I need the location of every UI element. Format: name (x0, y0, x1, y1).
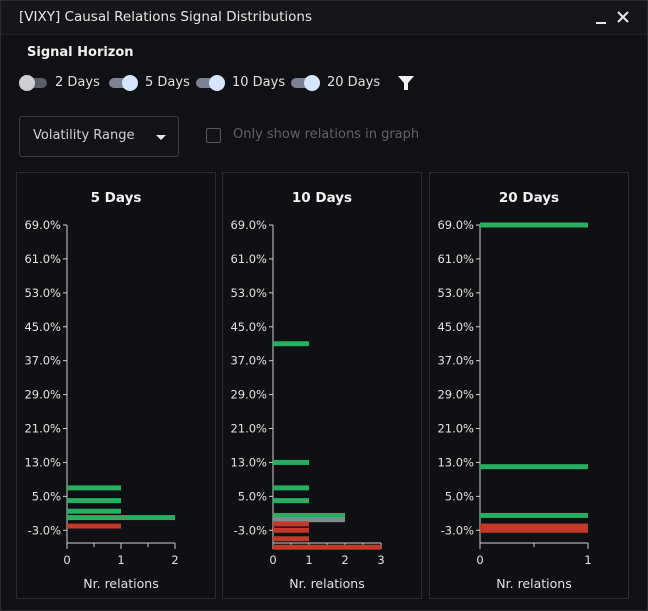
close-button[interactable] (613, 7, 633, 27)
volatility-range-select[interactable]: Volatility Range (19, 116, 179, 157)
chart-10-days: 69.0% 61.0% 53.0% 45.0% 37.0% 29.0% 21.0% 13.0%… (230, 218, 384, 591)
select-value: Volatility Range (33, 128, 135, 143)
distribution-bar-positive[interactable] (480, 222, 588, 228)
y-tick-label: 21.0% (230, 422, 267, 436)
minimize-button[interactable] (591, 7, 611, 27)
x-tick-label: 3 (377, 553, 384, 567)
x-axis-title: Nr. relations (83, 576, 158, 591)
y-tick-label: 21.0% (24, 422, 61, 436)
chart-20-days: 69.0% 61.0% 53.0% 45.0% 37.0% 29.0% 21.0% 13.0%… (437, 218, 591, 591)
chart-title: 10 Days (291, 190, 353, 206)
y-tick-label: 5.0% (445, 489, 474, 503)
x-tick-label: 0 (269, 553, 276, 567)
chart-title: 5 Days (90, 190, 142, 206)
distribution-bar-positive[interactable] (273, 498, 309, 504)
distribution-bar-negative[interactable] (273, 521, 309, 527)
distribution-bar-negative[interactable] (273, 527, 309, 533)
distribution-bar-positive[interactable] (67, 485, 121, 491)
title-bar[interactable]: [VIXY] Causal Relations Signal Distribut… (1, 1, 647, 35)
y-tick-label: 13.0% (230, 455, 267, 469)
toggle-label: 5 Days (145, 75, 190, 90)
y-tick-label: 61.0% (24, 252, 61, 266)
filter-icon (398, 76, 414, 90)
chart-panel-20-days: 20 Days 69.0% 61.0% 53.0% 45.0% 37.0% 29.0% 21… (429, 172, 629, 599)
distribution-bar-negative[interactable] (67, 523, 121, 529)
x-axis-title: Nr. relations (289, 576, 364, 591)
distribution-bar-positive[interactable] (67, 508, 121, 514)
close-icon (617, 11, 629, 23)
distribution-bar-neutral[interactable] (273, 517, 345, 523)
y-tick-label: 69.0% (437, 218, 474, 232)
distribution-bar-negative[interactable] (480, 523, 588, 529)
y-tick-label: 29.0% (24, 388, 61, 402)
x-tick-label: 0 (476, 553, 483, 567)
toggle-label: 2 Days (55, 75, 100, 90)
distribution-bar-positive[interactable] (273, 341, 309, 347)
distribution-bar-positive[interactable] (273, 459, 309, 465)
x-tick-label: 2 (341, 553, 348, 567)
y-tick-label: 69.0% (24, 218, 61, 232)
y-tick-label: 5.0% (32, 489, 61, 503)
toggle-label: 10 Days (232, 75, 286, 90)
y-tick-label: 37.0% (24, 354, 61, 368)
distribution-bar-positive[interactable] (67, 498, 121, 504)
y-tick-label: -3.0% (28, 523, 61, 537)
y-tick-label: 53.0% (437, 286, 474, 300)
distribution-bar-negative[interactable] (480, 527, 588, 533)
minimize-icon (596, 22, 606, 24)
distribution-bar-positive[interactable] (480, 512, 588, 518)
chart-5-days: 69.0% 61.0% 53.0% 45.0% 37.0% 29.0% 21.0% 13.0%… (24, 218, 178, 591)
y-tick-label: 21.0% (437, 422, 474, 436)
x-tick-label: 2 (171, 553, 178, 567)
caret-down-icon (156, 135, 166, 140)
y-tick-label: 37.0% (437, 354, 474, 368)
distribution-bar-positive[interactable] (273, 485, 309, 491)
y-tick-label: 45.0% (437, 320, 474, 334)
chart-title: 20 Days (498, 190, 560, 206)
toggle-knob (304, 75, 320, 91)
distribution-bar-negative[interactable] (273, 536, 309, 542)
distribution-bar-positive[interactable] (480, 464, 588, 470)
x-tick-label: 1 (117, 553, 124, 567)
toggle-knob (19, 75, 35, 91)
y-tick-label: 29.0% (230, 388, 267, 402)
chart-panel-10-days: 10 Days 69.0% 61.0% 53.0% 45.0% 37.0% 29.0% 21… (222, 172, 422, 599)
distribution-bar-positive[interactable] (67, 515, 175, 521)
y-tick-label: 5.0% (238, 489, 267, 503)
filter-button[interactable] (397, 74, 415, 92)
y-tick-label: 53.0% (230, 286, 267, 300)
window-title: [VIXY] Causal Relations Signal Distribut… (19, 9, 312, 25)
signal-horizon-label: Signal Horizon (27, 45, 134, 60)
y-tick-label: -3.0% (441, 523, 474, 537)
y-tick-label: 37.0% (230, 354, 267, 368)
y-tick-label: 61.0% (230, 252, 267, 266)
distribution-bar-negative[interactable] (273, 544, 381, 550)
toggle-label: 20 Days (327, 75, 381, 90)
x-tick-label: 0 (63, 553, 70, 567)
y-tick-label: 45.0% (230, 320, 267, 334)
y-tick-label: 69.0% (230, 218, 267, 232)
chart-panel-5-days: 5 Days 69.0% 61.0% 53.0% 45.0% 37.0% 29.0% 21.… (16, 172, 216, 599)
y-tick-label: 53.0% (24, 286, 61, 300)
y-tick-label: 29.0% (437, 388, 474, 402)
y-tick-label: 13.0% (437, 455, 474, 469)
x-tick-label: 1 (305, 553, 312, 567)
y-tick-label: -3.0% (234, 523, 267, 537)
x-axis-title: Nr. relations (496, 576, 571, 591)
y-tick-label: 61.0% (437, 252, 474, 266)
x-tick-label: 1 (584, 553, 591, 567)
toggle-knob (122, 75, 138, 91)
only-graph-checkbox[interactable] (206, 128, 221, 143)
toggle-knob (209, 75, 225, 91)
only-graph-checkbox-label[interactable]: Only show relations in graph (233, 127, 420, 142)
distribution-bar-positive[interactable] (273, 512, 345, 518)
y-tick-label: 45.0% (24, 320, 61, 334)
y-tick-label: 13.0% (24, 455, 61, 469)
